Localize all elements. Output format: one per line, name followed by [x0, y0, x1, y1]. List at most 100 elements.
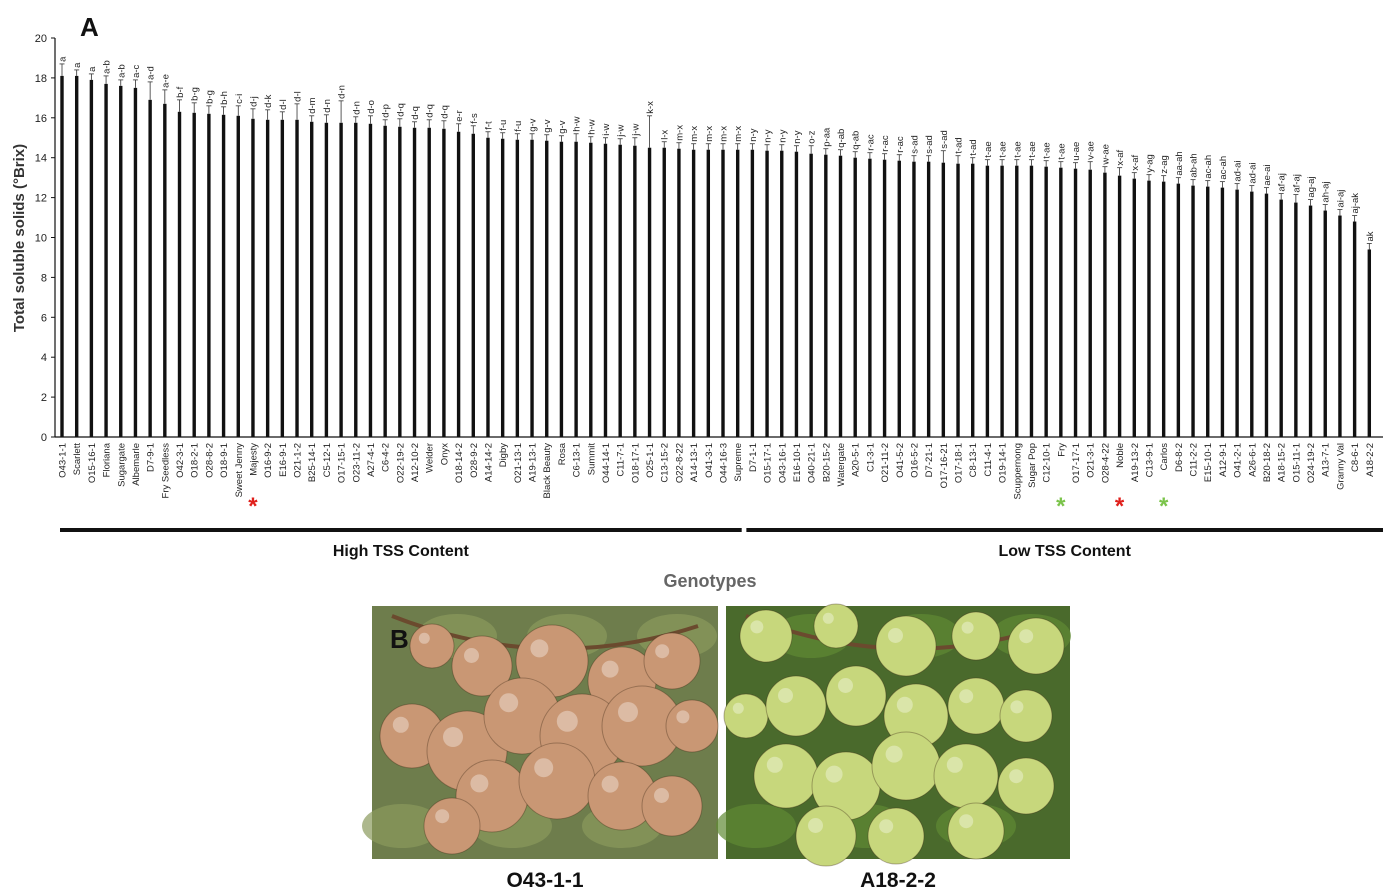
bar: [1338, 215, 1342, 437]
group-label: High TSS Content: [333, 543, 470, 560]
berry: [999, 689, 1053, 743]
bar: [442, 128, 446, 437]
category-label: Summit: [586, 443, 597, 476]
berry: [1007, 617, 1065, 675]
bar: [545, 140, 549, 437]
bar: [515, 139, 520, 437]
significance-letter: a: [72, 62, 83, 68]
category-label: O22-19-2: [395, 443, 406, 483]
berry-highlight: [959, 689, 974, 704]
category-label: C13-15-2: [660, 443, 671, 483]
significance-letter: x-af: [1130, 154, 1141, 170]
category-label: C6-4-2: [381, 443, 392, 472]
bar: [89, 79, 94, 438]
category-label: Black Beauty: [542, 443, 553, 499]
significance-letter: a-d: [146, 66, 157, 80]
bar: [221, 114, 226, 438]
category-label: Carlos: [1159, 443, 1170, 471]
leaf-shape: [362, 804, 442, 848]
berry-highlight: [732, 702, 744, 714]
category-label: O43-1-1: [58, 443, 69, 478]
significance-letter: m-x: [674, 125, 685, 141]
category-label: B20-15-2: [821, 443, 832, 482]
bar: [824, 154, 828, 437]
bar: [589, 142, 593, 438]
group-label: Low TSS Content: [998, 543, 1131, 560]
significance-letter: m-x: [689, 126, 700, 142]
category-label: Digby: [498, 443, 509, 468]
category-label: O15-11-1: [1291, 443, 1302, 482]
significance-letter: a: [87, 66, 98, 72]
bar: [427, 127, 431, 438]
berry-highlight: [443, 727, 463, 747]
significance-letter: af-aj: [1277, 173, 1288, 191]
significance-letter: a-c: [131, 64, 142, 77]
significance-letter: s-ad: [909, 135, 920, 153]
y-tick-label: 12: [35, 193, 47, 205]
bar: [1059, 167, 1063, 438]
category-label: O18-2-1: [190, 443, 201, 478]
category-label: E15-10-1: [1203, 443, 1214, 482]
bar: [1103, 172, 1107, 437]
berry-highlight: [946, 756, 963, 773]
significance-letter: t-ae: [1056, 143, 1067, 159]
berry-highlight: [470, 774, 489, 793]
significance-letter: p-aa: [821, 127, 832, 147]
bar: [1235, 189, 1239, 437]
significance-letter: k-x: [645, 101, 656, 114]
significance-letter: h-w: [586, 119, 597, 134]
berry-highlight: [1009, 769, 1024, 784]
category-label: A14-14-2: [483, 443, 494, 482]
berry: [947, 677, 1005, 735]
bar: [912, 161, 916, 437]
significance-letter: o-z: [807, 130, 818, 143]
bar: [1294, 202, 1298, 437]
bar: [956, 163, 960, 437]
berry-highlight: [1010, 700, 1024, 714]
category-label: C8-13-1: [968, 443, 979, 477]
significance-letter: ag-aj: [1306, 176, 1317, 197]
significance-letter: c-i: [234, 94, 245, 104]
bar: [1206, 186, 1210, 437]
bar: [941, 162, 946, 437]
category-label: O23-11-2: [351, 443, 362, 482]
bar: [354, 122, 358, 437]
significance-letter: n-y: [763, 129, 774, 142]
significance-letter: u-ae: [1071, 142, 1082, 161]
significance-letter: af-aj: [1291, 174, 1302, 192]
bar: [339, 122, 343, 437]
category-label: O15-16-1: [87, 443, 98, 483]
photo-caption: O43-1-1: [506, 869, 583, 892]
category-label: Albemarle: [131, 443, 142, 486]
berry: [451, 635, 513, 697]
bar: [1264, 193, 1269, 437]
significance-letter: n-y: [748, 128, 759, 141]
significance-letter: t-ae: [1042, 142, 1053, 158]
berry: [409, 623, 455, 669]
category-label: B25-14-1: [307, 443, 318, 482]
bar: [750, 149, 755, 437]
berry: [813, 603, 859, 649]
berry-highlight: [418, 632, 430, 644]
category-label: C1-3-1: [865, 443, 876, 472]
category-label: Noble: [1115, 443, 1126, 468]
significance-letter: m-x: [733, 126, 744, 142]
category-label: C12-10-1: [1042, 443, 1053, 483]
panel-b-letter: B: [390, 624, 409, 654]
bar: [1015, 165, 1019, 437]
berry: [867, 807, 925, 865]
y-tick-label: 16: [35, 113, 47, 125]
category-label: D6-8-2: [1174, 443, 1185, 472]
significance-letter: d-o: [366, 100, 377, 114]
berry-highlight: [530, 639, 549, 658]
category-label: E16-10-1: [792, 443, 803, 482]
berry: [423, 797, 481, 855]
berry-highlight: [534, 758, 554, 778]
significance-letter: ad-ai: [1247, 163, 1258, 184]
category-label: A19-13-2: [1130, 443, 1141, 482]
significance-letter: a-e: [160, 74, 171, 88]
category-label: O40-21-1: [807, 443, 818, 483]
significance-letter: aj-ak: [1350, 193, 1361, 214]
bar: [207, 113, 211, 437]
bar: [1250, 191, 1254, 437]
